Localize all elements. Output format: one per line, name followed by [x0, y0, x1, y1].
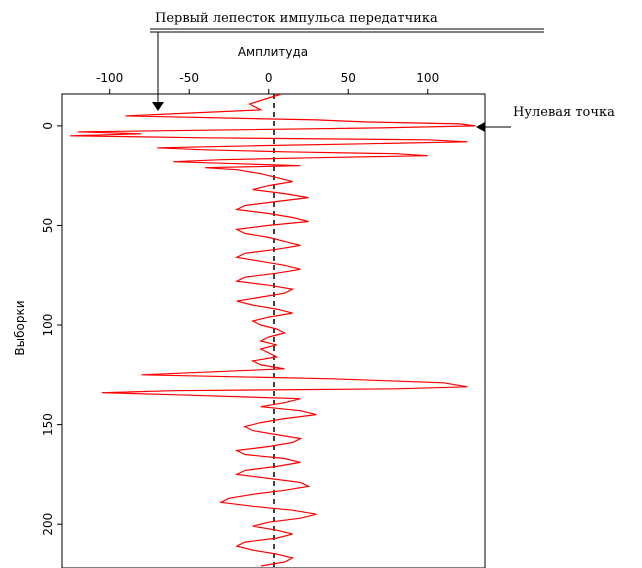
y-tick-label: 50 [41, 218, 55, 233]
annotation-first-lobe-text: Первый лепесток импульса передатчика [155, 11, 438, 26]
annotation-first-lobe: Первый лепесток импульса передатчика [150, 11, 544, 111]
y-tick-label: 150 [41, 413, 55, 436]
x-tick-label: -100 [96, 71, 123, 85]
x-tick-label: -50 [179, 71, 199, 85]
y-axis-title: Выборки [13, 300, 27, 355]
annotation-first-lobe-arrowhead [152, 102, 164, 111]
annotation-zero-point: Нулевая точка [476, 105, 615, 132]
y-axis: 0 50 100 150 200 [41, 122, 62, 536]
x-tick-label: 100 [416, 71, 439, 85]
x-axis-title: Амплитуда [238, 45, 308, 59]
y-tick-label: 0 [41, 122, 55, 130]
series-group [69, 93, 476, 567]
x-tick-label: 0 [265, 71, 273, 85]
y-tick-label: 200 [41, 513, 55, 536]
annotation-zero-point-arrowhead [476, 122, 485, 132]
y-tick-label: 100 [41, 314, 55, 337]
x-tick-label: 50 [341, 71, 356, 85]
annotation-zero-point-text: Нулевая точка [513, 105, 615, 120]
series-line [69, 93, 476, 567]
x-axis: -100 -50 0 50 100 [96, 71, 439, 94]
